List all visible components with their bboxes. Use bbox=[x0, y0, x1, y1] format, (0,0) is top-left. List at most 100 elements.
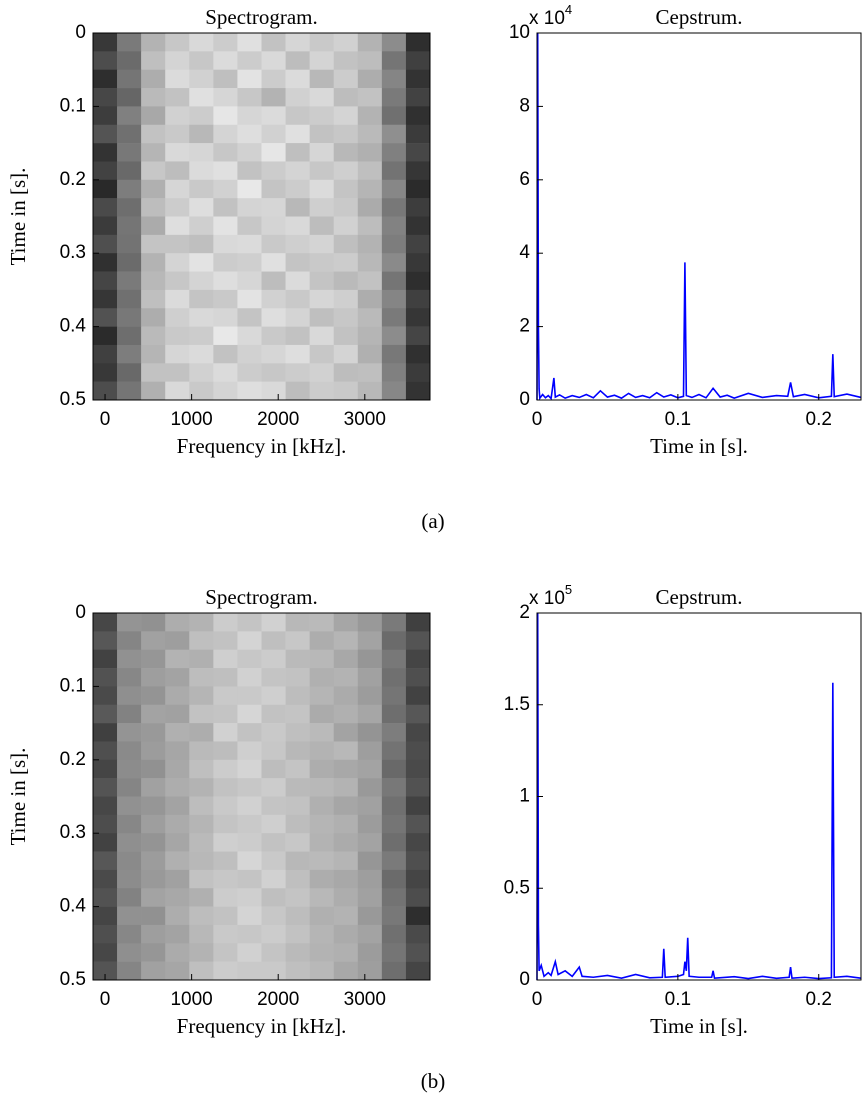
heatmap-cell bbox=[189, 741, 214, 761]
heatmap-cell bbox=[117, 906, 142, 926]
y-tick-label: 6 bbox=[519, 169, 530, 190]
heatmap-cell bbox=[405, 943, 431, 962]
heatmap-cell bbox=[117, 833, 142, 852]
heatmap-cell bbox=[405, 381, 431, 401]
heatmap-cell bbox=[381, 888, 407, 907]
panel: Spectrogram. Frequency in [kHz]. Time in [… bbox=[6, 5, 431, 458]
heatmap-cell bbox=[237, 613, 262, 632]
heatmap-cell bbox=[333, 814, 359, 834]
heatmap-cell bbox=[117, 161, 142, 181]
heatmap-cell bbox=[333, 363, 359, 382]
heatmap-cell bbox=[381, 289, 407, 309]
heatmap-cell bbox=[213, 88, 238, 107]
heatmap-cell bbox=[333, 906, 359, 926]
heatmap-cell bbox=[381, 759, 407, 779]
heatmap-cell bbox=[357, 33, 383, 52]
heatmap-cell bbox=[285, 161, 310, 181]
heatmap-cell bbox=[93, 961, 118, 981]
heatmap-cell bbox=[237, 143, 262, 162]
heatmap-cell bbox=[141, 943, 166, 962]
heatmap-cell bbox=[237, 833, 262, 852]
heatmap-cell bbox=[213, 198, 238, 217]
heatmap-cell bbox=[381, 363, 407, 382]
heatmap-cell bbox=[189, 271, 214, 291]
heatmap-cell bbox=[381, 778, 407, 797]
y-tick-label: 10 bbox=[509, 22, 530, 43]
heatmap-cell bbox=[405, 271, 431, 291]
heatmap-cell bbox=[357, 851, 383, 871]
heatmap-cell bbox=[165, 234, 190, 254]
heatmap-cell bbox=[93, 381, 118, 401]
heatmap-cell bbox=[381, 271, 407, 291]
heatmap-cell bbox=[117, 851, 142, 871]
heatmap-cell bbox=[189, 668, 214, 687]
heatmap-cell bbox=[261, 33, 286, 52]
heatmap-cell bbox=[405, 161, 431, 181]
heatmap-cell bbox=[381, 234, 407, 254]
heatmap-cell bbox=[189, 613, 214, 632]
heatmap-cell bbox=[261, 869, 286, 889]
heatmap-cell bbox=[237, 179, 262, 199]
heatmap-cell bbox=[93, 289, 118, 309]
heatmap-cell bbox=[189, 888, 214, 907]
y-multiplier-exponent: 5 bbox=[565, 582, 572, 597]
heatmap-cell bbox=[93, 326, 118, 346]
heatmap-cell bbox=[189, 649, 214, 669]
heatmap-cell bbox=[117, 51, 142, 70]
heatmap-cell bbox=[237, 381, 262, 401]
heatmap-cell bbox=[357, 179, 383, 199]
heatmap-cell bbox=[309, 106, 335, 126]
heatmap-cell bbox=[309, 851, 335, 871]
heatmap-cell bbox=[117, 888, 142, 907]
heatmap-cell bbox=[165, 33, 190, 52]
heatmap-cell bbox=[189, 363, 214, 382]
heatmap-cell bbox=[333, 51, 359, 70]
heatmap-cell bbox=[357, 649, 383, 669]
heatmap-cell bbox=[381, 69, 407, 89]
heatmap-cell bbox=[405, 216, 431, 236]
heatmap-cell bbox=[141, 814, 166, 834]
heatmap-cell bbox=[141, 631, 166, 650]
heatmap-cell bbox=[237, 704, 262, 724]
heatmap-cell bbox=[285, 88, 310, 107]
heatmap-cell bbox=[333, 381, 359, 401]
x-tick-label: 0.2 bbox=[806, 409, 832, 430]
heatmap-cell bbox=[357, 668, 383, 687]
heatmap-cell bbox=[381, 198, 407, 217]
heatmap-cell bbox=[357, 271, 383, 291]
x-tick-label: 0 bbox=[532, 989, 543, 1010]
heatmap-cell bbox=[309, 51, 335, 70]
heatmap-cell bbox=[237, 869, 262, 889]
axes-frame bbox=[92, 612, 431, 981]
heatmap-cell bbox=[141, 143, 166, 162]
heatmap-cell bbox=[189, 143, 214, 162]
heatmap-cell bbox=[237, 161, 262, 181]
heatmap-cell bbox=[357, 308, 383, 327]
heatmap-cell bbox=[189, 851, 214, 871]
heatmap-cell bbox=[141, 833, 166, 852]
x-tick-label: 2000 bbox=[257, 989, 299, 1010]
heatmap-cell bbox=[117, 778, 142, 797]
heatmap-cell bbox=[213, 796, 238, 816]
heatmap-cell bbox=[285, 704, 310, 724]
heatmap-cell bbox=[141, 851, 166, 871]
heatmap-cell bbox=[237, 216, 262, 236]
heatmap-cell bbox=[189, 723, 214, 742]
heatmap-cell bbox=[405, 289, 431, 309]
heatmap-cell bbox=[141, 33, 166, 52]
heatmap-cell bbox=[93, 271, 118, 291]
y-tick-label: 0.4 bbox=[60, 896, 87, 917]
heatmap-cell bbox=[189, 69, 214, 89]
heatmap-cell bbox=[213, 668, 238, 687]
heatmap-cell bbox=[405, 326, 431, 346]
heatmap-cell bbox=[93, 723, 118, 742]
heatmap-cell bbox=[117, 381, 142, 401]
heatmap-cell bbox=[405, 814, 431, 834]
heatmap-cell bbox=[141, 326, 166, 346]
heatmap-cell bbox=[333, 69, 359, 89]
heatmap-cell bbox=[285, 631, 310, 650]
heatmap-cell bbox=[165, 106, 190, 126]
heatmap-cell bbox=[261, 179, 286, 199]
heatmap-cell bbox=[333, 686, 359, 706]
heatmap-cell bbox=[189, 924, 214, 944]
